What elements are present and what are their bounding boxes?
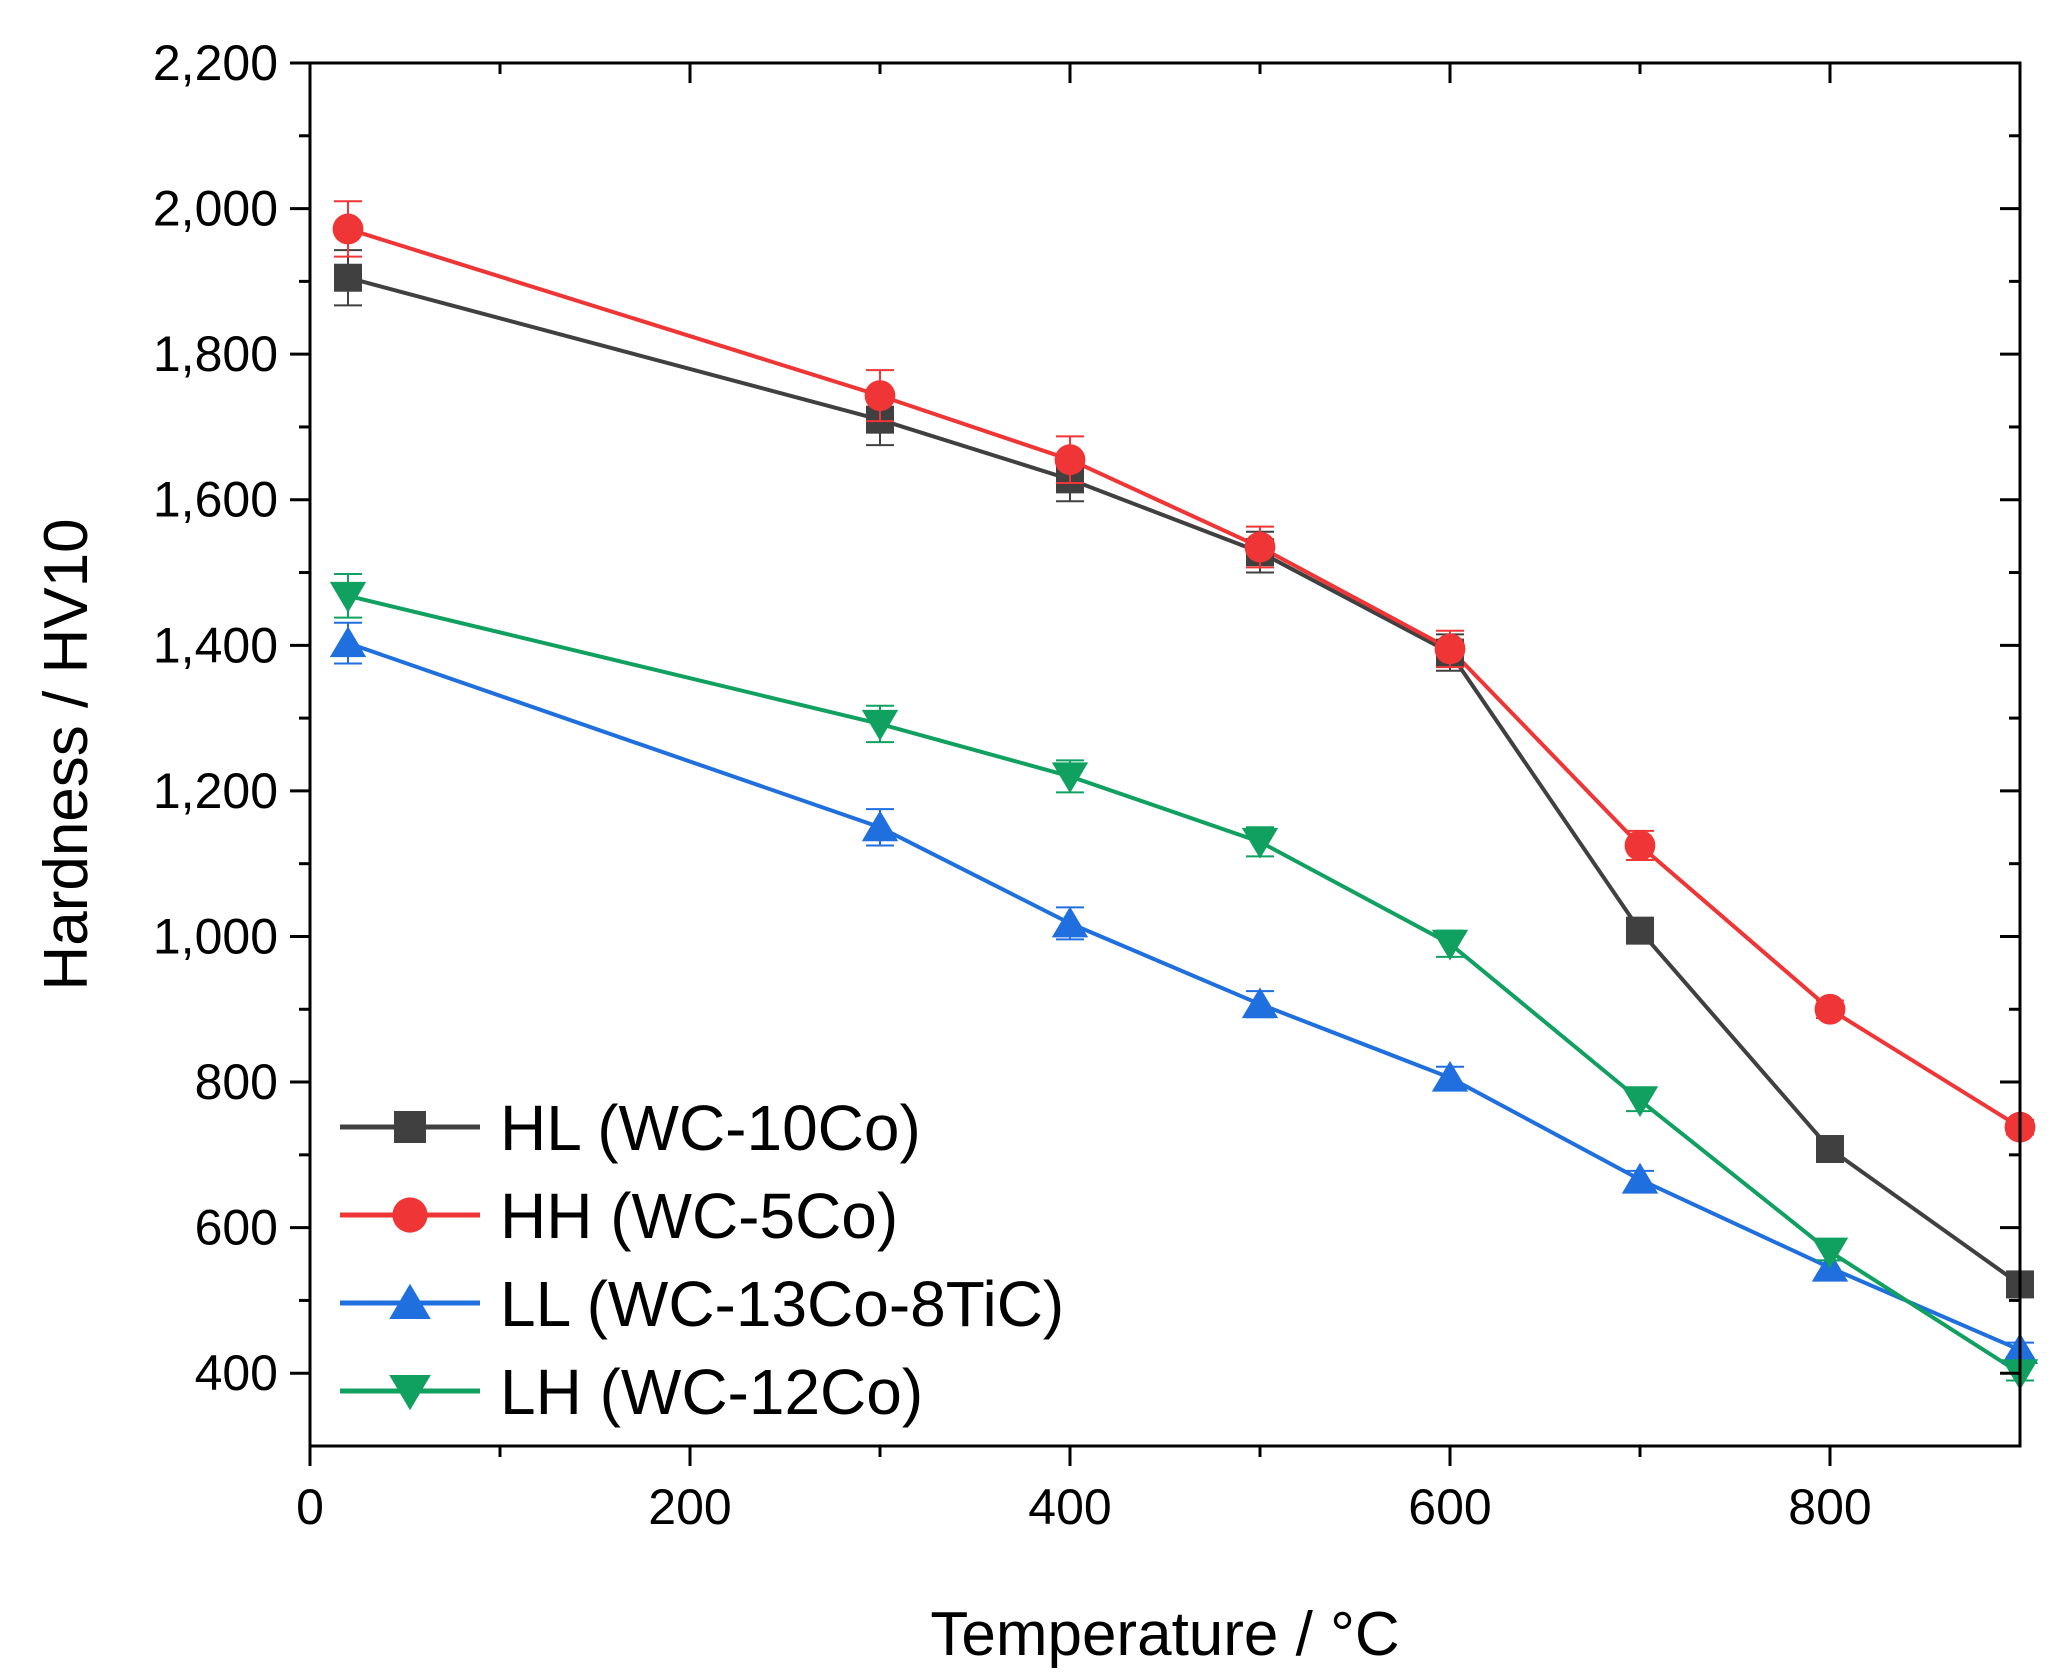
plot-series-lines [347,227,2022,1375]
data-point [1431,929,1469,961]
y-tick-label: 1,600 [153,472,278,528]
legend-marker [394,1111,426,1143]
legend-marker [392,1197,428,1233]
legend-label: HH (WC-5Co) [500,1180,898,1252]
y-tick-label: 2,200 [153,35,278,91]
legend-label: LL (WC-13Co-8TiC) [500,1268,1064,1340]
data-point [1626,916,1654,945]
x-tick-label: 800 [1788,1479,1871,1535]
data-point [329,626,367,658]
legend-marker [389,1375,431,1411]
legend-marker [389,1283,431,1319]
data-point [1051,906,1089,938]
y-tick-label: 1,400 [153,617,278,673]
x-axis-title: Temperature / °C [930,1600,1399,1669]
data-point [861,709,899,741]
legend-label: HL (WC-10Co) [500,1092,921,1164]
x-tick-label: 0 [296,1479,324,1535]
series-line-4 [347,593,2022,1375]
y-tick-label: 800 [195,1054,278,1110]
data-point [1816,1135,1844,1164]
x-tick-label: 600 [1408,1479,1491,1535]
plot-frame [308,61,2022,1448]
y-tick-label: 1,200 [153,763,278,819]
data-point [329,581,367,613]
series-line-1 [347,275,2022,1287]
data-point [1434,633,1466,665]
series-line-3 [347,641,2021,1352]
y-axis-title: Hardness / HV10 [32,518,101,990]
x-tick-label: 200 [648,1479,731,1535]
plot-series-markers [329,200,2039,1391]
data-point [1811,1237,1849,1269]
y-tick-label: 1,800 [153,326,278,382]
data-point [1051,762,1089,794]
data-point [1241,827,1279,859]
series-line-2 [347,227,2022,1129]
y-tick-label: 400 [195,1345,278,1401]
y-tick-label: 600 [195,1200,278,1256]
data-point [861,810,899,842]
data-point [1621,1162,1659,1194]
legend-label: LH (WC-12Co) [500,1356,923,1428]
y-tick-label: 1,000 [153,908,278,964]
data-point [1624,830,1656,861]
x-tick-label: 400 [1028,1479,1111,1535]
axis-tick-labels: 0 200 400 600 800 400 600 800 1,000 1,200 1,400 1,6… [153,35,1872,1535]
data-point [1431,1060,1469,1092]
data-point [334,263,362,292]
data-point [1621,1086,1659,1118]
legend: HL (WC-10Co) HH (WC-5Co) LL (WC-13Co-8TiC)… [340,1092,1064,1428]
data-point [332,213,364,245]
data-point [1054,444,1086,476]
data-point [864,380,896,412]
data-point [1814,993,1846,1025]
data-point [1241,987,1279,1019]
y-tick-label: 2,000 [153,181,278,237]
data-point [1244,531,1276,563]
axis-ticks [290,61,2020,1466]
